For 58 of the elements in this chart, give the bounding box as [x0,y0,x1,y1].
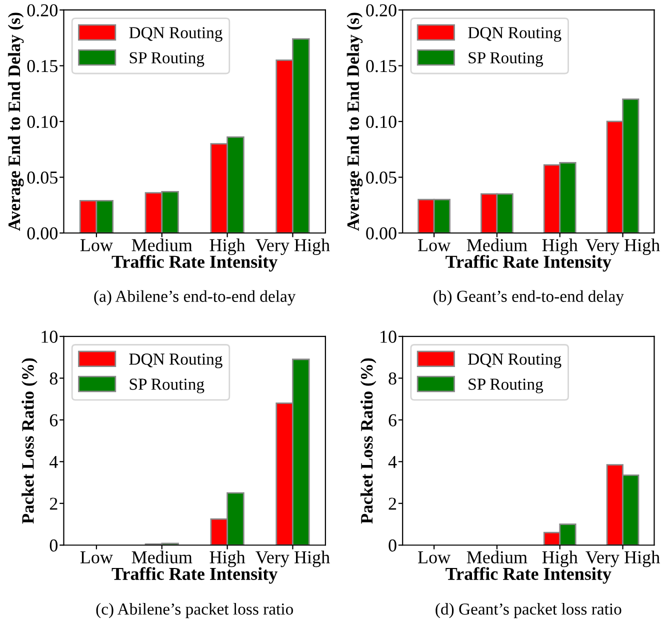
x-axis-title: Traffic Rate Intensity [112,567,278,584]
text: (b) Geant’s end-to-end delay [434,290,624,306]
legend-label: DQN Routing [468,27,562,42]
y-tick-label: 0.00 [27,227,58,240]
x-tick-label: High [542,238,578,255]
x-tick-label: Very High [256,550,330,568]
x-tick-label: High [542,550,578,568]
y-axis-title: Average End to End Delay (s) [346,12,363,231]
y-axis-title: Average End to End Delay (s) [8,12,24,231]
legend-label: DQN Routing [468,354,562,368]
y-tick-label: 6 [388,414,397,426]
x-tick-label: High [210,238,246,255]
y-tick-label: 0.05 [27,172,58,184]
y-tick-label: 0.10 [366,116,396,128]
x-tick-label: Low [80,239,113,252]
y-tick-label: 8 [388,372,396,385]
y-tick-label: 0.10 [27,116,58,128]
y-tick-label: 2 [50,498,58,510]
x-tick-label: Low [418,551,451,564]
x-tick-label: Medium [132,550,192,564]
x-axis-title: Traffic Rate Intensity [112,254,278,272]
y-axis-title: Packet Loss Ratio (%) [22,358,38,524]
legend-label: SP Routing [130,52,204,67]
y-tick-label: 0 [50,539,58,552]
x-tick-label: Low [418,239,451,252]
y-tick-label: 2 [388,498,396,510]
legend-label: SP Routing [468,378,544,394]
y-tick-label: 10 [42,330,58,343]
y-tick-label: 4 [50,456,58,468]
x-tick-label: Medium [466,238,528,252]
text: (c) Abilene’s packet loss ratio [96,602,293,618]
y-tick-label: 6 [50,414,58,426]
legend-label: SP Routing [468,52,544,67]
text: (a) Abilene’s end-to-end delay [94,290,296,306]
x-tick-label: Very High [586,550,660,568]
x-axis-title: Traffic Rate Intensity [446,567,612,584]
y-tick-label: 4 [388,456,397,468]
y-tick-label: 0 [388,539,396,552]
y-tick-label: 0.20 [27,4,58,16]
x-tick-label: Very High [256,238,330,255]
y-tick-label: 8 [50,372,58,385]
y-tick-label: 0.05 [366,172,396,184]
y-tick-label: 0.00 [366,227,396,240]
x-tick-label: Very High [586,238,660,255]
y-tick-label: 0.15 [366,60,396,72]
y-tick-label: 10 [380,330,396,343]
x-tick-label: Medium [132,238,192,252]
y-axis-title: Packet Loss Ratio (%) [360,358,376,524]
x-axis-title: Traffic Rate Intensity [446,254,612,272]
y-tick-label: 0.20 [366,4,396,16]
text: (d) Geant’s packet loss ratio [436,602,622,618]
x-tick-label: Medium [466,550,528,564]
x-tick-label: Low [80,551,113,564]
legend-label: DQN Routing [129,27,222,42]
legend-label: DQN Routing [129,354,222,368]
legend-label: SP Routing [130,378,204,394]
y-tick-label: 0.15 [27,60,58,72]
x-tick-label: High [210,550,246,568]
